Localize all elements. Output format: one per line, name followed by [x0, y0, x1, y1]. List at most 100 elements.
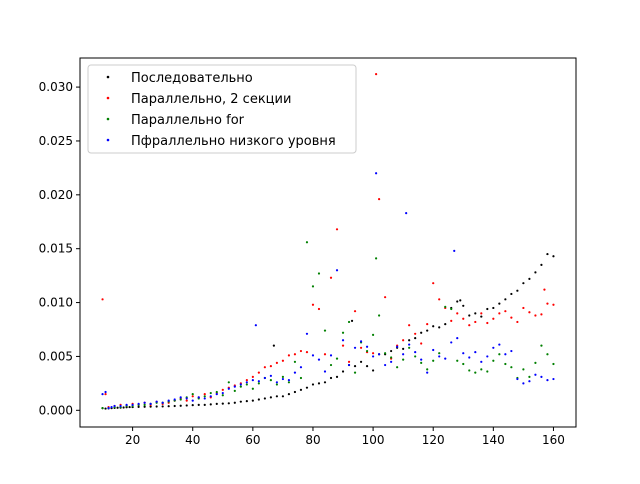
data-point — [359, 360, 363, 363]
data-point — [191, 393, 194, 396]
data-point — [116, 406, 119, 409]
data-point — [456, 312, 459, 315]
y-tick-label: 0.010 — [39, 296, 73, 310]
x-tick-label: 80 — [305, 433, 320, 447]
data-point — [257, 380, 260, 383]
data-point — [453, 249, 456, 252]
data-point — [384, 296, 387, 299]
data-point — [504, 353, 507, 356]
data-point — [492, 317, 495, 320]
data-point — [459, 299, 462, 302]
data-point — [402, 358, 405, 361]
data-point — [359, 346, 363, 349]
data-point — [287, 393, 291, 396]
data-point — [468, 324, 471, 327]
data-point — [161, 405, 164, 408]
x-tick-label: 160 — [542, 433, 565, 447]
data-point — [432, 348, 435, 352]
data-point — [486, 307, 489, 311]
data-point — [522, 382, 525, 385]
data-point — [396, 345, 399, 348]
data-point — [203, 397, 206, 400]
data-point — [468, 314, 471, 317]
data-point — [486, 321, 489, 325]
y-tick-label: 0.030 — [39, 80, 73, 94]
data-point — [390, 349, 393, 353]
data-point — [272, 344, 275, 347]
legend-box — [87, 64, 357, 154]
data-point — [498, 312, 501, 315]
data-point — [293, 390, 297, 394]
data-point — [311, 354, 315, 357]
data-point — [420, 331, 423, 334]
data-point — [323, 353, 327, 356]
data-point — [203, 395, 206, 398]
data-point — [335, 228, 339, 231]
legend-marker — [106, 138, 110, 142]
data-point — [221, 402, 224, 405]
data-point — [540, 344, 543, 347]
data-point — [197, 403, 200, 407]
data-point — [329, 354, 333, 357]
data-point — [353, 310, 357, 313]
data-point — [480, 312, 483, 315]
legend-label: Последовательно — [131, 71, 253, 86]
data-point — [510, 292, 513, 296]
data-point — [450, 307, 453, 311]
data-point — [323, 381, 327, 384]
data-point — [143, 405, 146, 408]
data-point — [107, 407, 110, 410]
data-point — [329, 376, 333, 380]
data-point — [197, 396, 200, 399]
data-point — [492, 359, 495, 362]
data-point — [245, 381, 248, 384]
data-point — [462, 362, 465, 366]
data-point — [281, 375, 285, 378]
data-point — [257, 382, 260, 385]
data-point — [498, 353, 501, 356]
data-point — [365, 345, 369, 348]
data-point — [233, 389, 236, 393]
legend-label: Пфраллельно низкого уровня — [131, 134, 336, 149]
data-point — [384, 352, 387, 355]
data-point — [227, 387, 230, 390]
data-point — [299, 388, 303, 391]
data-point — [462, 317, 465, 320]
data-point — [486, 355, 489, 358]
data-point — [323, 370, 327, 373]
data-point — [534, 314, 537, 317]
data-point — [492, 306, 495, 310]
data-point — [414, 332, 417, 335]
data-point — [408, 339, 411, 342]
data-point — [522, 368, 525, 371]
data-point — [353, 371, 357, 374]
data-point — [353, 365, 357, 368]
data-point — [462, 352, 465, 355]
data-point — [293, 371, 297, 374]
data-point — [209, 391, 212, 395]
data-point — [347, 363, 351, 367]
data-point — [540, 263, 543, 266]
data-point — [251, 379, 254, 382]
data-point — [311, 285, 315, 288]
data-point — [179, 398, 182, 401]
data-point — [257, 398, 260, 401]
data-point — [110, 405, 113, 409]
data-point — [281, 377, 285, 381]
data-point — [375, 172, 378, 175]
data-point — [341, 370, 345, 373]
data-point — [522, 282, 525, 285]
data-point — [534, 271, 537, 274]
data-point — [540, 313, 543, 316]
legend: Последовательно Параллельно, 2 секции Пара… — [87, 64, 357, 154]
data-point — [191, 399, 194, 402]
data-point — [104, 393, 107, 396]
data-point — [143, 403, 146, 407]
data-point — [371, 352, 375, 355]
data-point — [122, 406, 125, 409]
data-point — [450, 341, 453, 344]
data-point — [450, 319, 453, 322]
plot-area-frame — [79, 57, 577, 428]
data-point — [317, 272, 321, 275]
